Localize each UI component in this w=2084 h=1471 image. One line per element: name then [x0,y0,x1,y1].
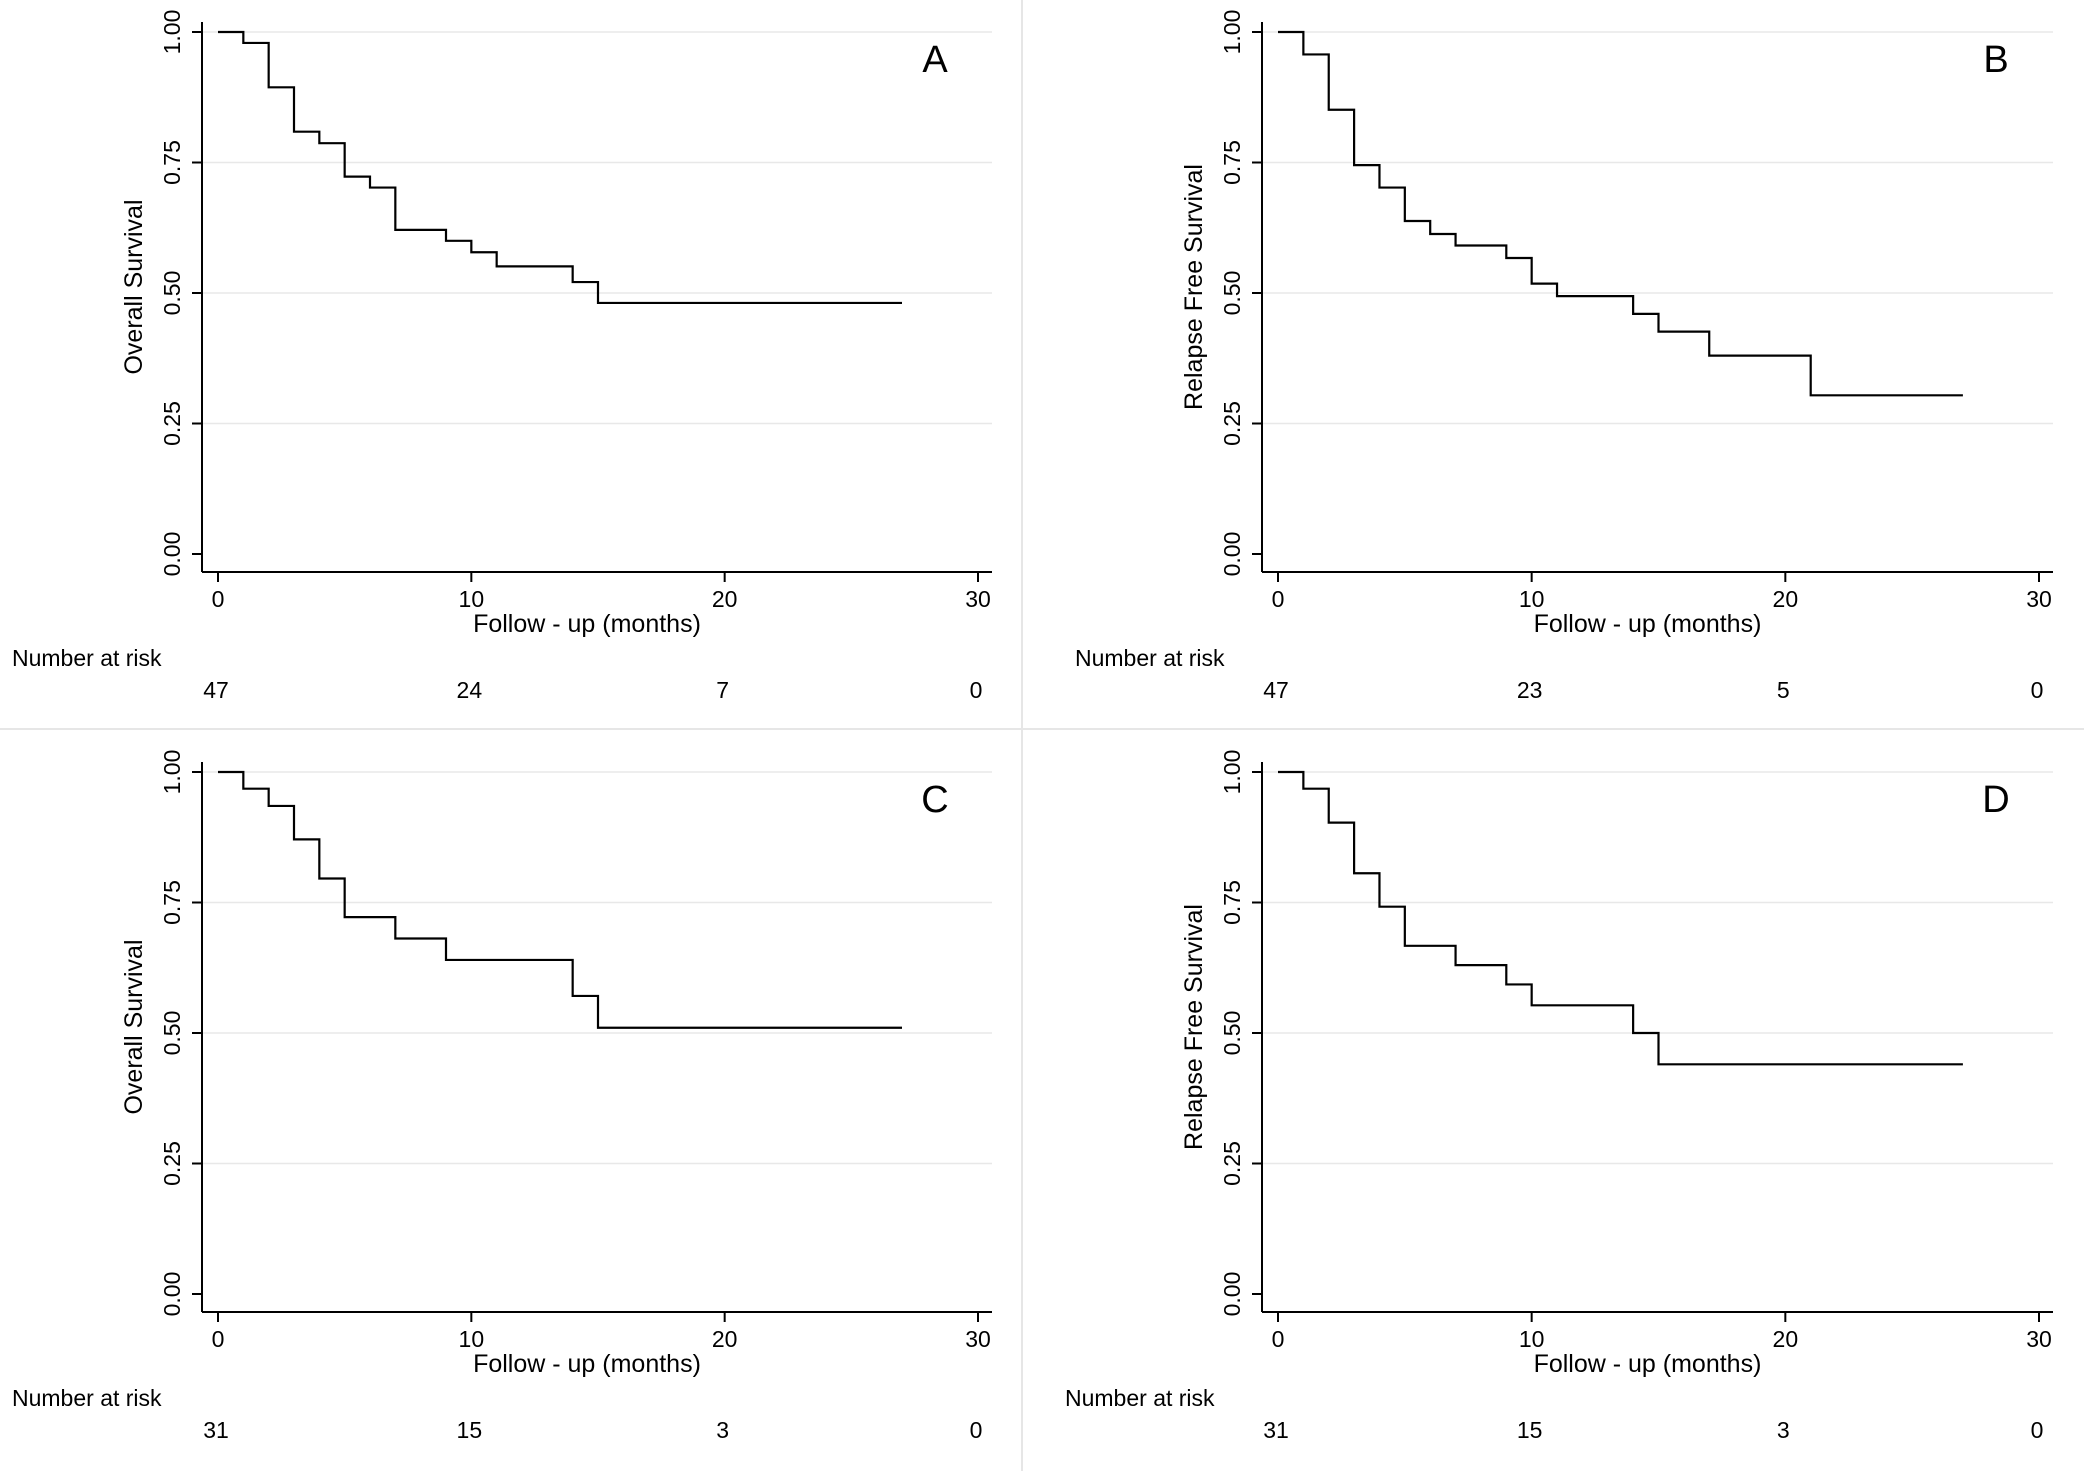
y-tick-label: 0.50 [1219,1011,1245,1056]
y-tick-label: 0.00 [1219,532,1245,577]
risk-count: 5 [1776,677,1790,703]
risk-table-label: Number at risk [12,645,162,671]
x-tick-label: 0 [1272,1326,1285,1352]
risk-count: 47 [1263,677,1289,703]
survival-curve [218,30,902,305]
panel-label: A [922,39,948,81]
risk-count: 7 [716,677,730,703]
y-tick-label: 0.25 [159,1141,185,1186]
risk-count: 0 [969,1417,983,1443]
risk-count: 24 [456,677,483,703]
x-tick-label: 20 [712,586,738,612]
y-tick-label: 1.00 [1219,750,1245,795]
survival-curve [1278,770,1963,1066]
x-tick-label: 0 [1272,586,1285,612]
x-axis-title: Follow - up (months) [473,610,701,638]
panel-label: C [921,779,948,821]
risk-count: 3 [716,1417,730,1443]
panel-c: 0.00 0.25 0.50 0.75 1.00 0 10 20 30 Follow - up (… [120,750,992,1378]
y-tick-label: 0.25 [1219,1141,1245,1186]
risk-count: 15 [456,1417,483,1443]
risk-table-label: Number at risk [12,1385,162,1411]
risk-count: 0 [2030,1417,2044,1443]
y-axis-title: Relapse Free Survival [1180,164,1208,410]
x-tick-label: 30 [965,586,991,612]
risk-count: 0 [969,677,983,703]
y-axis-title: Overall Survival [120,939,148,1114]
y-tick-label: 0.75 [1219,880,1245,925]
y-tick-label: 1.00 [159,10,185,55]
panel-divider-horizontal [0,728,2084,730]
x-tick-label: 10 [459,1326,485,1352]
x-tick-label: 30 [965,1326,991,1352]
risk-count: 31 [1263,1417,1289,1443]
y-tick-label: 0.00 [159,1272,185,1317]
risk-count: 23 [1516,677,1543,703]
panel-label: B [1983,39,2008,81]
x-tick-label: 10 [459,586,485,612]
risk-count: 47 [203,677,229,703]
x-tick-label: 30 [2026,586,2052,612]
y-tick-label: 0.50 [159,1011,185,1056]
x-tick-label: 0 [212,586,225,612]
survival-curve [1278,30,1963,397]
survival-curve [218,770,902,1029]
risk-count: 3 [1776,1417,1790,1443]
panel-a: 0.00 0.25 0.50 0.75 1.00 0 10 20 30 Follow - up (… [120,10,992,638]
panel-divider-vertical [1021,0,1023,1471]
y-tick-label: 0.00 [1219,1272,1245,1317]
x-axis-title: Follow - up (months) [1534,610,1762,638]
risk-table-label: Number at risk [1075,645,1225,671]
risk-count: 15 [1516,1417,1543,1443]
x-tick-label: 0 [212,1326,225,1352]
x-tick-label: 20 [1773,586,1799,612]
y-tick-label: 0.50 [159,271,185,316]
panel-b: 0.00 0.25 0.50 0.75 1.00 0 10 20 30 Follow - up (… [1180,10,2053,638]
y-tick-label: 0.50 [1219,271,1245,316]
panel-d: 0.00 0.25 0.50 0.75 1.00 0 10 20 30 Follow - up (… [1180,750,2053,1378]
y-tick-label: 0.75 [159,140,185,185]
risk-count: 0 [2030,677,2044,703]
y-tick-label: 0.75 [159,880,185,925]
panel-label: D [1982,779,2009,821]
y-tick-label: 0.75 [1219,140,1245,185]
y-tick-label: 0.00 [159,532,185,577]
x-tick-label: 20 [1773,1326,1799,1352]
x-tick-label: 10 [1519,1326,1545,1352]
y-tick-label: 1.00 [1219,10,1245,55]
risk-count: 31 [203,1417,229,1443]
x-tick-label: 30 [2026,1326,2052,1352]
y-axis-title: Overall Survival [120,199,148,374]
y-tick-label: 0.25 [159,401,185,446]
x-axis-title: Follow - up (months) [1534,1350,1762,1378]
x-tick-label: 20 [712,1326,738,1352]
y-axis-title: Relapse Free Survival [1180,904,1208,1150]
risk-table-label: Number at risk [1065,1385,1215,1411]
y-tick-label: 1.00 [159,750,185,795]
x-axis-title: Follow - up (months) [473,1350,701,1378]
x-tick-label: 10 [1519,586,1545,612]
y-tick-label: 0.25 [1219,401,1245,446]
